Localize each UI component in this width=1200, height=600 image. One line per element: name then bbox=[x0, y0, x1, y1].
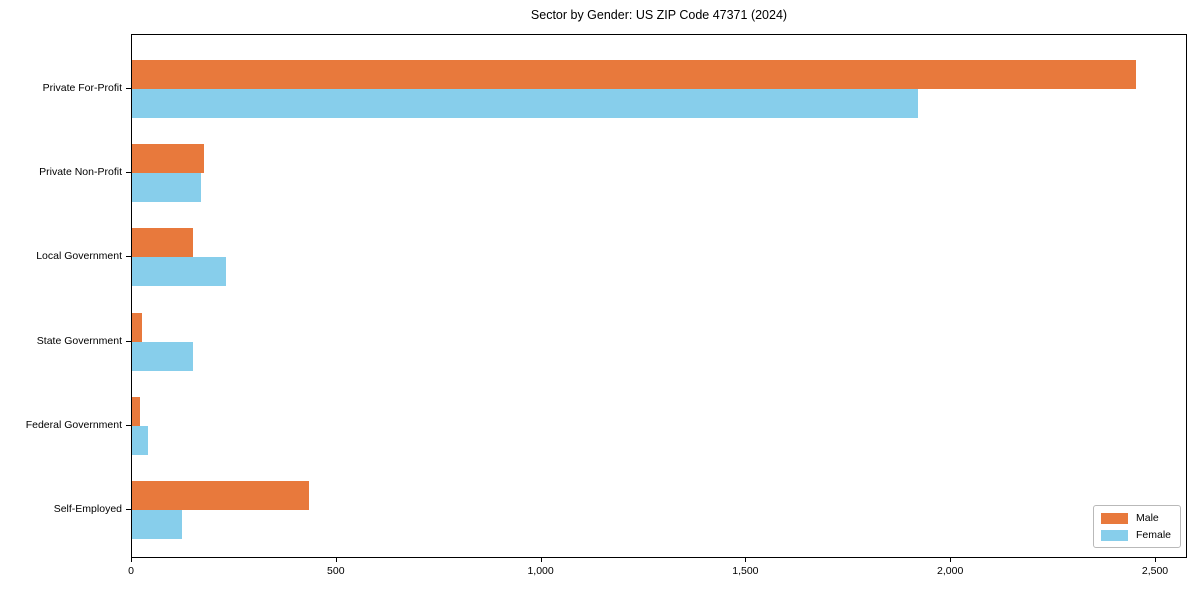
bar-female bbox=[132, 425, 148, 455]
bar-male bbox=[132, 144, 205, 174]
x-tick-label: 0 bbox=[128, 565, 134, 577]
y-tick bbox=[126, 88, 131, 89]
y-tick bbox=[126, 340, 131, 342]
x-tick bbox=[745, 558, 747, 562]
legend-label: Male bbox=[1135, 512, 1159, 524]
x-tick-label: 1,000 bbox=[527, 565, 554, 577]
bar-female bbox=[132, 257, 227, 287]
y-tick-label: Self-Employed bbox=[53, 503, 122, 515]
x-tick-label: 500 bbox=[327, 565, 345, 577]
y-tick bbox=[126, 256, 131, 258]
bar-female bbox=[132, 173, 201, 203]
x-tick bbox=[950, 558, 952, 562]
bar-female bbox=[132, 89, 918, 118]
bar-female bbox=[132, 510, 182, 539]
y-tick bbox=[126, 172, 131, 174]
chart-title: Sector by Gender: US ZIP Code 47371 (202… bbox=[530, 8, 788, 22]
y-tick-label: State Government bbox=[36, 334, 122, 347]
x-tick-label: 2,500 bbox=[1141, 565, 1169, 577]
legend-swatch bbox=[1100, 529, 1128, 541]
y-tick bbox=[126, 509, 131, 510]
x-tick-label: 1,500 bbox=[732, 565, 759, 577]
bar-male bbox=[132, 60, 1136, 89]
y-tick-label: Private For-Profit bbox=[42, 82, 122, 94]
x-tick bbox=[540, 558, 542, 562]
legend: Male Female bbox=[1092, 505, 1181, 548]
x-tick bbox=[131, 558, 132, 562]
y-tick-label: Private Non-Profit bbox=[39, 166, 122, 179]
legend-label: Female bbox=[1135, 529, 1171, 541]
x-tick bbox=[1155, 558, 1156, 562]
bar-female bbox=[132, 341, 193, 371]
x-tick bbox=[335, 558, 337, 562]
y-tick-label: Local Government bbox=[36, 250, 122, 263]
legend-swatch bbox=[1100, 512, 1128, 524]
y-tick-label: Federal Government bbox=[25, 418, 122, 431]
legend-item: Female bbox=[1100, 529, 1171, 541]
y-tick bbox=[126, 424, 131, 426]
legend-item: Male bbox=[1100, 512, 1171, 524]
bar-male bbox=[132, 481, 309, 510]
x-tick-label: 2,000 bbox=[937, 565, 964, 577]
plot-area: Male Female bbox=[131, 34, 1187, 558]
bar-male bbox=[132, 228, 193, 258]
bar-male bbox=[132, 312, 142, 342]
bar-male bbox=[132, 396, 141, 426]
